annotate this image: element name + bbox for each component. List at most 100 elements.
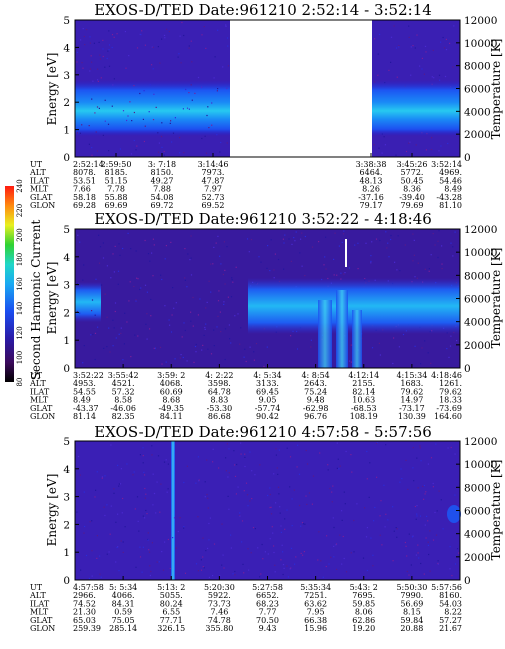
- noise-pixel: [396, 76, 398, 78]
- noise-pixel: [398, 46, 400, 48]
- noise-pixel: [217, 300, 220, 302]
- noise-pixel: [94, 112, 96, 114]
- noise-pixel: [405, 150, 408, 153]
- noise-pixel: [373, 520, 375, 522]
- noise-pixel: [184, 277, 186, 279]
- noise-pixel: [449, 546, 451, 548]
- ephemeris-cell: 54.55: [73, 387, 96, 396]
- noise-pixel: [206, 114, 208, 117]
- noise-pixel: [417, 487, 419, 489]
- noise-pixel: [248, 569, 250, 571]
- noise-pixel: [204, 496, 206, 498]
- noise-pixel: [204, 326, 206, 329]
- noise-pixel: [434, 244, 436, 246]
- noise-pixel: [183, 152, 185, 154]
- panel-3-ephemeris: UTALTILATMLTGLATGLON4:57:582966.74.5221.…: [29, 583, 462, 633]
- noise-pixel: [184, 572, 187, 574]
- noise-pixel: [234, 315, 236, 317]
- noise-pixel: [311, 246, 314, 248]
- ephemeris-cell: 66.38: [304, 616, 327, 625]
- noise-pixel: [442, 36, 444, 39]
- noise-pixel: [244, 453, 246, 455]
- ephemeris-cell: 84.11: [160, 412, 183, 421]
- ephemeris-cell: -43.37: [73, 404, 99, 413]
- ephemeris-row-label: ALT: [29, 168, 46, 177]
- noise-pixel: [114, 302, 117, 304]
- ephemeris-cell: 79.62: [400, 387, 423, 396]
- ytick-label: 4: [63, 252, 70, 264]
- noise-pixel: [404, 244, 406, 246]
- noise-pixel: [151, 64, 153, 66]
- noise-pixel: [163, 34, 166, 36]
- noise-pixel: [150, 298, 152, 301]
- ephemeris-cell: 8.68: [162, 396, 180, 405]
- noise-pixel: [423, 498, 425, 500]
- noise-pixel: [336, 568, 338, 570]
- noise-pixel: [333, 258, 335, 260]
- noise-pixel: [458, 552, 460, 554]
- noise-pixel: [390, 234, 392, 237]
- ephemeris-cell: 2966.: [73, 591, 96, 600]
- noise-pixel: [121, 512, 123, 514]
- noise-pixel: [305, 449, 307, 452]
- panel-2-spike: [345, 239, 347, 267]
- noise-pixel: [404, 541, 406, 544]
- noise-pixel: [148, 111, 150, 113]
- noise-pixel: [302, 523, 305, 525]
- noise-pixel: [250, 552, 252, 554]
- y2tick-label: 2000: [464, 552, 491, 564]
- noise-pixel: [152, 46, 154, 48]
- noise-pixel: [383, 484, 385, 486]
- ephemeris-cell: 8185.: [105, 168, 128, 177]
- noise-pixel: [96, 106, 99, 108]
- panel-1-noise: [76, 21, 455, 156]
- noise-pixel: [393, 25, 395, 27]
- noise-pixel: [207, 507, 209, 509]
- noise-pixel: [419, 447, 421, 449]
- y2tick-label: 0: [464, 152, 471, 164]
- ephemeris-cell: 53.51: [73, 176, 96, 185]
- noise-pixel: [416, 457, 418, 459]
- noise-pixel: [167, 463, 169, 465]
- ephemeris-cell: 3:14:46: [198, 160, 229, 169]
- noise-pixel: [139, 556, 142, 558]
- noise-pixel: [366, 527, 368, 529]
- noise-pixel: [161, 551, 163, 553]
- noise-pixel: [282, 564, 285, 566]
- noise-pixel: [441, 263, 443, 265]
- noise-pixel: [364, 507, 366, 509]
- noise-pixel: [103, 506, 105, 508]
- noise-pixel: [120, 540, 122, 542]
- noise-pixel: [136, 47, 139, 49]
- ephemeris-cell: 69.45: [256, 387, 279, 396]
- y2tick-label: 4000: [464, 529, 491, 541]
- noise-pixel: [240, 442, 242, 444]
- noise-pixel: [178, 53, 180, 55]
- ephemeris-cell: 51.15: [105, 176, 128, 185]
- noise-pixel: [293, 489, 295, 491]
- ephemeris-cell: 8.49: [444, 185, 462, 194]
- noise-pixel: [227, 476, 229, 478]
- noise-pixel: [113, 36, 115, 38]
- ephemeris-cell: 59.84: [400, 616, 423, 625]
- noise-pixel: [437, 560, 439, 562]
- ephemeris-cell: 7251.: [304, 591, 327, 600]
- ephemeris-row-label: ALT: [29, 379, 46, 388]
- noise-pixel: [112, 319, 114, 321]
- noise-pixel: [198, 479, 200, 481]
- panel-2-ylabel: Energy [eV]: [45, 262, 59, 335]
- panel-3-patch-right: [447, 505, 461, 523]
- noise-pixel: [117, 283, 119, 285]
- noise-pixel: [134, 508, 136, 510]
- noise-pixel: [89, 42, 91, 44]
- noise-pixel: [142, 515, 144, 517]
- noise-pixel: [215, 242, 217, 244]
- noise-pixel: [449, 568, 451, 570]
- noise-pixel: [126, 321, 128, 323]
- ephemeris-cell: 3:52:22: [73, 371, 104, 380]
- noise-pixel: [231, 277, 233, 279]
- y2tick-label: 12000: [464, 436, 497, 448]
- ephemeris-cell: 69.52: [202, 201, 225, 210]
- noise-pixel: [269, 506, 271, 509]
